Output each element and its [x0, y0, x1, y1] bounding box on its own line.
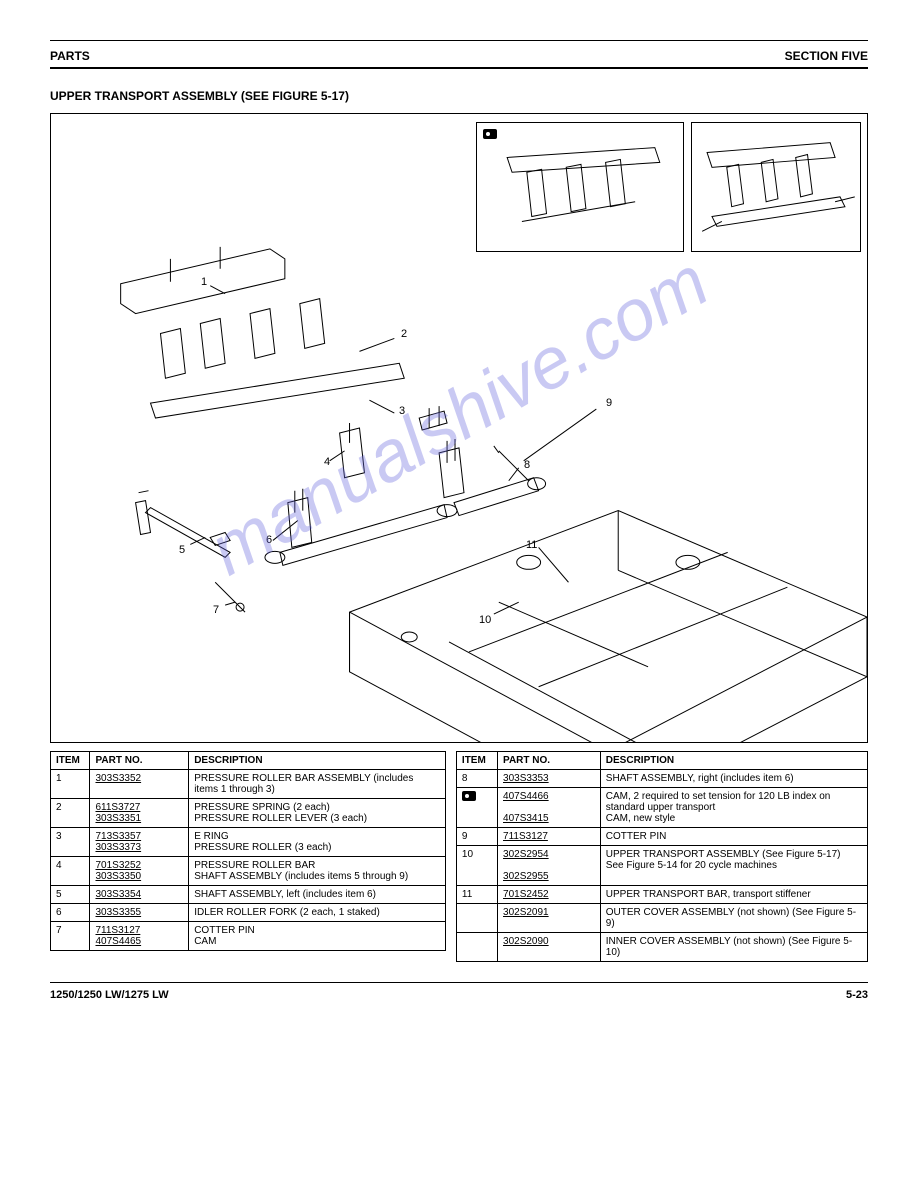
callout-10: 10 [479, 614, 491, 626]
inset-b [691, 122, 861, 252]
section-title: UPPER TRANSPORT ASSEMBLY (SEE FIGURE 5-1… [50, 89, 868, 103]
table-row: 6303S3355IDLER ROLLER FORK (2 each, 1 st… [51, 904, 446, 922]
callout-3: 3 [399, 405, 405, 417]
callout-7: 7 [213, 604, 219, 616]
table-row: 3713S3357303S3373E RINGPRESSURE ROLLER (… [51, 828, 446, 857]
callout-2: 2 [401, 328, 407, 340]
col-header-desc: DESCRIPTION [600, 752, 867, 770]
col-header-item: ITEM [456, 752, 497, 770]
table-row: 9711S3127COTTER PIN [456, 828, 867, 846]
callout-9: 9 [606, 397, 612, 409]
table-row: 407S4466407S3415CAM, 2 required to set t… [456, 788, 867, 828]
col-header-item: ITEM [51, 752, 90, 770]
callout-11: 11 [526, 539, 537, 551]
footer-left: 1250/1250 LW/1275 LW [50, 989, 169, 1001]
callout-6: 6 [266, 534, 272, 546]
exploded-diagram: 1 2 3 4 5 6 7 8 9 10 11 [50, 113, 868, 743]
table-row: 2611S3727303S3351PRESSURE SPRING (2 each… [51, 799, 446, 828]
inset-a [476, 122, 684, 252]
note-icon [483, 129, 497, 139]
parts-table-b: ITEM PART NO. DESCRIPTION 8303S3353SHAFT… [456, 751, 868, 962]
footer-right: 5-23 [846, 989, 868, 1001]
table-row: 302S2091OUTER COVER ASSEMBLY (not shown)… [456, 904, 867, 933]
callout-5: 5 [179, 544, 185, 556]
table-row: 11701S2452UPPER TRANSPORT BAR, transport… [456, 886, 867, 904]
table-header-row: ITEM PART NO. DESCRIPTION [51, 752, 446, 770]
table-row: 1303S3352PRESSURE ROLLER BAR ASSEMBLY (i… [51, 770, 446, 799]
table-row: 5303S3354SHAFT ASSEMBLY, left (includes … [51, 886, 446, 904]
header-left: PARTS [50, 49, 90, 63]
callout-1: 1 [201, 276, 207, 288]
col-header-desc: DESCRIPTION [189, 752, 446, 770]
callout-8: 8 [524, 459, 530, 471]
parts-table-a: ITEM PART NO. DESCRIPTION 1303S3352PRESS… [50, 751, 446, 951]
table-row: 7711S3127407S4465COTTER PINCAM [51, 922, 446, 951]
table-header-row: ITEM PART NO. DESCRIPTION [456, 752, 867, 770]
col-header-part: PART NO. [498, 752, 601, 770]
note-icon [462, 791, 476, 801]
table-row: 8303S3353SHAFT ASSEMBLY, right (includes… [456, 770, 867, 788]
table-row: 4701S3252303S3350PRESSURE ROLLER BARSHAF… [51, 857, 446, 886]
page-footer: 1250/1250 LW/1275 LW 5-23 [50, 982, 868, 1001]
header-right: SECTION FIVE [785, 49, 868, 63]
table-row: 10302S2954302S2955UPPER TRANSPORT ASSEMB… [456, 846, 867, 886]
table-row: 302S2090INNER COVER ASSEMBLY (not shown)… [456, 933, 867, 962]
col-header-part: PART NO. [90, 752, 189, 770]
callout-4: 4 [324, 456, 330, 468]
